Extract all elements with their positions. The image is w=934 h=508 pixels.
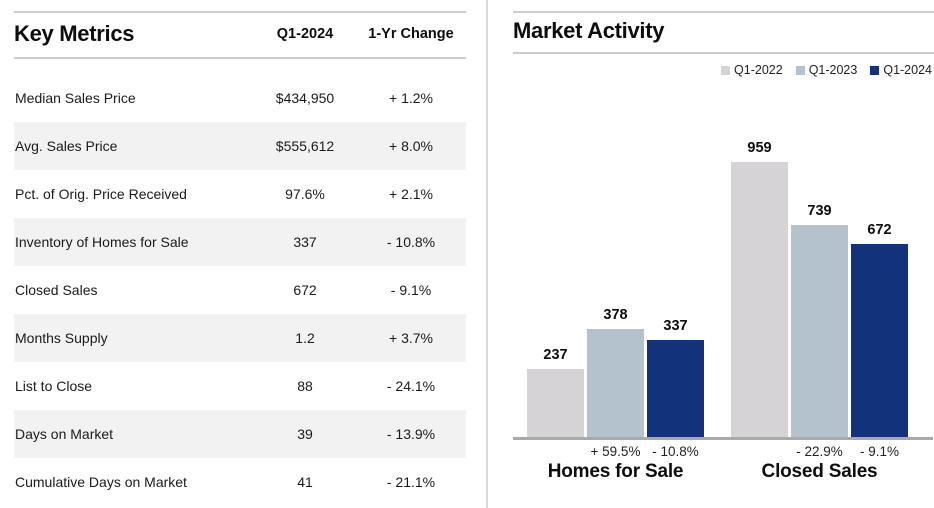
legend-swatch-icon (795, 65, 805, 75)
metric-label: List to Close (15, 378, 93, 394)
metric-change: - 9.1% (390, 282, 432, 298)
metric-value: $434,950 (275, 90, 335, 106)
metric-label: Cumulative Days on Market (15, 474, 187, 490)
table-row: Inventory of Homes for Sale 337 - 10.8% (14, 218, 466, 266)
legend-label: Q1-2023 (808, 63, 858, 77)
metric-value: 337 (293, 234, 317, 250)
x-axis-line (513, 437, 933, 440)
metric-label: Avg. Sales Price (15, 138, 118, 154)
legend-item: Q1-2022 (721, 63, 783, 77)
key-metrics-panel: Key Metrics Q1-2024 1-Yr Change Median S… (14, 0, 466, 508)
metric-value: 88 (297, 378, 313, 394)
column-header-q1-2024: Q1-2024 (276, 26, 334, 42)
bar (731, 162, 788, 437)
market-activity-title: Market Activity (513, 18, 665, 43)
bar-group-label: Closed Sales (761, 461, 878, 482)
metric-change: + 3.7% (389, 330, 433, 346)
metric-label: Months Supply (15, 330, 108, 346)
bar-value-label: 237 (543, 347, 568, 363)
metric-change: - 21.1% (386, 474, 436, 490)
bar (791, 225, 848, 437)
metric-change: + 2.1% (389, 186, 433, 202)
key-metrics-table: Median Sales Price $434,950 + 1.2% Avg. … (14, 74, 466, 506)
table-row: Months Supply 1.2 + 3.7% (14, 314, 466, 362)
column-header-1yr-change: 1-Yr Change (368, 26, 454, 42)
market-activity-panel: Market Activity Q1-2022 Q1-2023 Q1-2024 23… (513, 0, 934, 508)
metric-label: Inventory of Homes for Sale (15, 234, 189, 250)
bar-chart: 237 378 + 59.5% 337 - 10.8% Homes for Sale 959… (513, 0, 934, 508)
metric-label: Closed Sales (15, 282, 98, 298)
legend-item: Q1-2024 (870, 63, 932, 77)
bar (587, 329, 644, 437)
bar (527, 369, 584, 437)
table-row: Cumulative Days on Market 41 - 21.1% (14, 458, 466, 506)
metric-value: 1.2 (295, 330, 315, 346)
metric-change: - 10.8% (386, 234, 436, 250)
metric-value: 97.6% (285, 186, 325, 202)
legend-label: Q1-2022 (734, 63, 783, 77)
legend-swatch-icon (721, 65, 731, 75)
table-row: List to Close 88 - 24.1% (14, 362, 466, 410)
key-metrics-header: Key Metrics Q1-2024 1-Yr Change (14, 11, 466, 59)
panel-divider (486, 0, 488, 508)
metric-change: - 24.1% (386, 378, 436, 394)
table-row: Pct. of Orig. Price Received 97.6% + 2.1… (14, 170, 466, 218)
metric-label: Pct. of Orig. Price Received (15, 186, 187, 202)
market-activity-header: Market Activity (513, 11, 934, 54)
metric-change: + 1.2% (389, 90, 433, 106)
metric-change: - 13.9% (386, 426, 436, 442)
table-row: Days on Market 39 - 13.9% (14, 410, 466, 458)
metric-value: 41 (297, 474, 313, 490)
legend-item: Q1-2023 (795, 63, 858, 77)
bar-pct-change: - 10.8% (652, 444, 699, 459)
key-metrics-title: Key Metrics (14, 21, 135, 46)
chart-legend: Q1-2022 Q1-2023 Q1-2024 (721, 63, 932, 77)
bar-group-label: Homes for Sale (547, 461, 684, 482)
bar (851, 244, 908, 437)
bar-value-label: 672 (867, 222, 892, 238)
bar-pct-change: - 9.1% (859, 444, 900, 459)
metric-value: 39 (297, 426, 313, 442)
bar-value-label: 337 (663, 318, 688, 334)
table-row: Avg. Sales Price $555,612 + 8.0% (14, 122, 466, 170)
bar (647, 340, 704, 437)
metric-value: 672 (293, 282, 317, 298)
bar-value-label: 378 (603, 307, 628, 323)
legend-label: Q1-2024 (883, 63, 932, 77)
legend-swatch-icon (870, 65, 880, 75)
bar-pct-change: + 59.5% (590, 444, 641, 459)
metric-label: Median Sales Price (15, 90, 136, 106)
bar-value-label: 739 (807, 203, 832, 219)
metric-change: + 8.0% (389, 138, 433, 154)
table-row: Closed Sales 672 - 9.1% (14, 266, 466, 314)
metric-value: $555,612 (275, 138, 335, 154)
table-row: Median Sales Price $434,950 + 1.2% (14, 74, 466, 122)
metric-label: Days on Market (15, 426, 114, 442)
bar-value-label: 959 (747, 140, 772, 156)
bar-pct-change: - 22.9% (796, 444, 843, 459)
